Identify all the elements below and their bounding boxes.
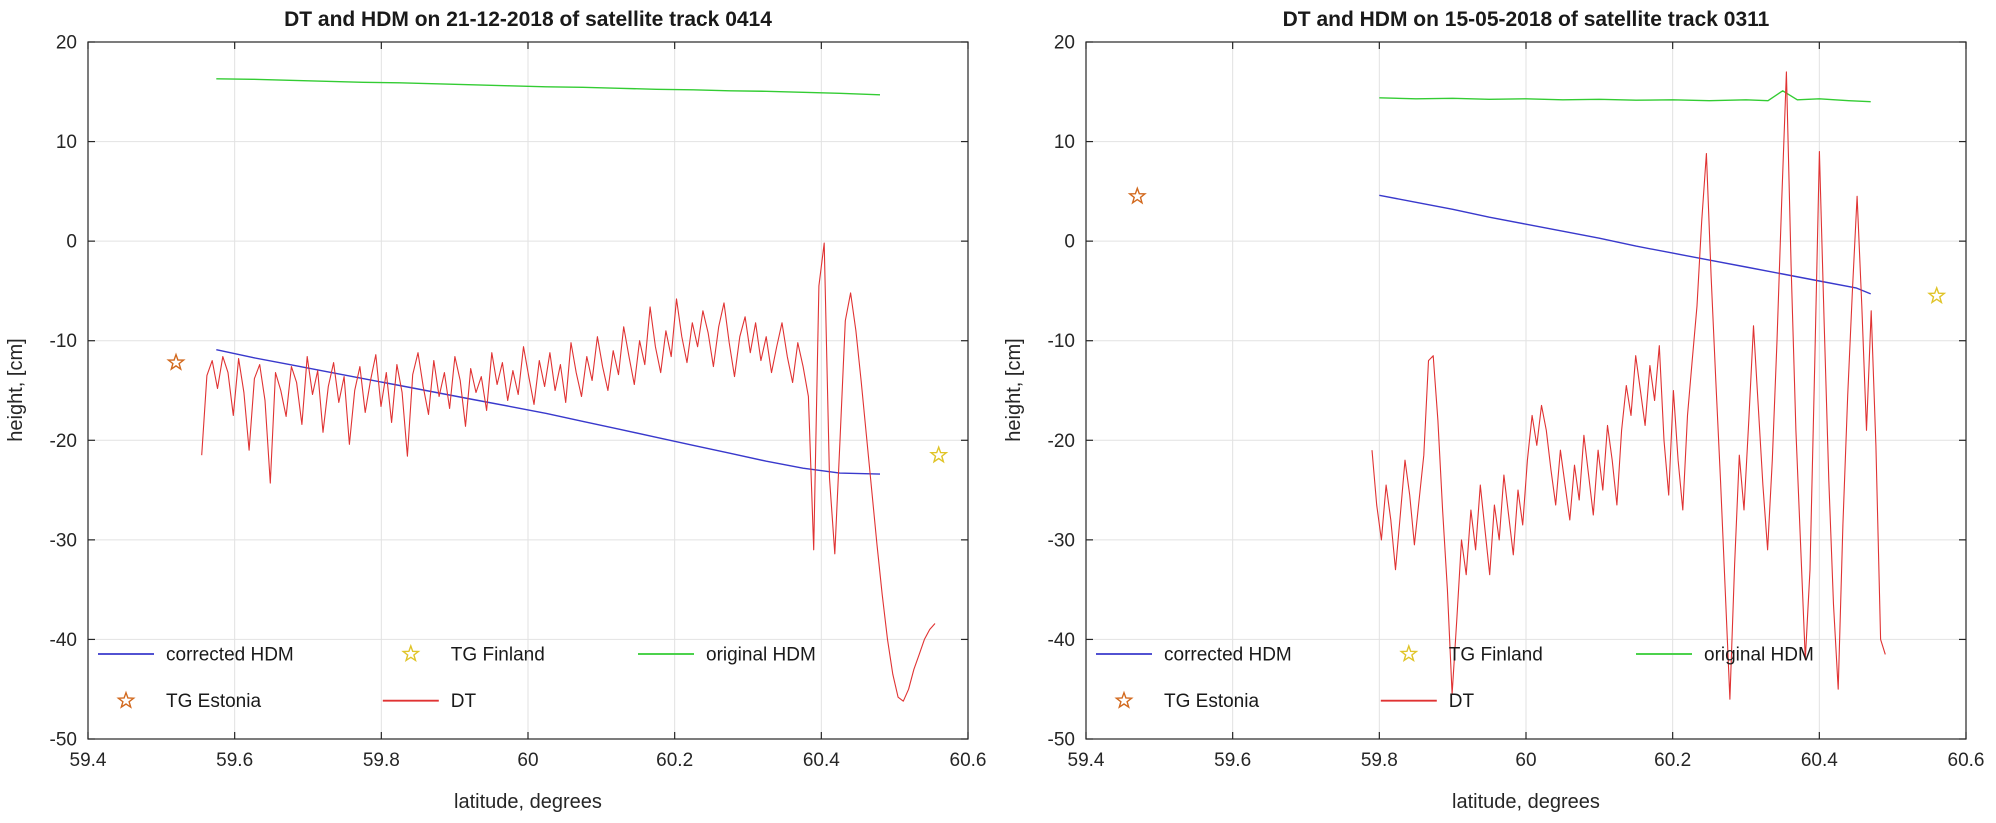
chart-left: 59.4 59.6 59.8 60 60.2 60.4 60.6 -50 -40 -30 -20 -1… (5, 8, 987, 813)
x-tick-label: 60.2 (1654, 750, 1691, 771)
x-tick-label: 60.6 (950, 750, 987, 771)
chart-panel-left: 59.4 59.6 59.8 60 60.2 60.4 60.6 -50 -40 -30 -20 -1… (5, 8, 987, 813)
y-tick-label: -10 (1048, 331, 1075, 352)
legend-label-dt: DT (451, 691, 477, 712)
x-tick-label: 59.8 (1361, 750, 1398, 771)
tg-estonia-marker (1127, 186, 1147, 205)
legend-sample-tg-estonia (1114, 690, 1134, 709)
y-tick-label: -20 (1048, 431, 1075, 452)
y-tick-label: 0 (1064, 232, 1075, 253)
y-axis-label-left: height, [cm] (5, 338, 27, 441)
x-tick-label: 60 (1515, 750, 1536, 771)
corrected-hdm-line (1379, 194, 1871, 295)
legend-label-tg-estonia: TG Estonia (166, 691, 261, 712)
dt-line (201, 242, 936, 702)
legend-label-dt: DT (1449, 691, 1475, 712)
x-tick-label: 59.8 (363, 750, 400, 771)
legend-label-tg-finland: TG Finland (451, 644, 545, 665)
y-tick-label: -30 (50, 530, 77, 551)
x-tick-label: 59.6 (216, 750, 253, 771)
x-tick-label: 59.4 (70, 750, 107, 771)
y-tick-label: 20 (56, 33, 77, 54)
x-tick-label: 60.4 (1801, 750, 1838, 771)
tg-finland-marker (1927, 285, 1947, 305)
y-tick-label: -30 (1048, 530, 1075, 551)
legend-sample-tg-estonia (116, 690, 136, 709)
legend-label-tg-finland: TG Finland (1449, 644, 1543, 665)
y-tick-label: 20 (1054, 33, 1075, 54)
chart-panel-right: 59.4 59.6 59.8 60 60.2 60.4 60.6 -50 -40 -30 -20 -1… (998, 0, 1996, 823)
original-hdm-line (1379, 90, 1871, 103)
y-axis-label-right: height, [cm] (1003, 338, 1025, 441)
y-tick-label: -20 (50, 431, 77, 452)
legend-sample-tg-finland (1399, 643, 1419, 663)
x-tick-label: 60.2 (656, 750, 693, 771)
y-tick-label: -50 (1048, 730, 1075, 751)
dt-line (1371, 71, 1886, 700)
corrected-hdm-line (216, 349, 881, 475)
legend-label-corrected-hdm: corrected HDM (1164, 644, 1292, 665)
x-tick-label: 59.6 (1214, 750, 1251, 771)
plot-area-right: 59.4 59.6 59.8 60 60.2 60.4 60.6 -50 -40 -30 -20 -1… (1048, 33, 1985, 772)
legend-label-corrected-hdm: corrected HDM (166, 644, 294, 665)
tg-estonia-marker (166, 352, 186, 371)
y-tick-label: -40 (1048, 630, 1075, 651)
y-tick-label: 10 (1054, 132, 1075, 153)
x-axis-label-right: latitude, degrees (1452, 791, 1600, 813)
x-tick-label: 60.6 (1948, 750, 1985, 771)
x-tick-label: 60 (517, 750, 538, 771)
y-tick-label: -50 (50, 730, 77, 751)
legend-sample-tg-finland (401, 643, 421, 663)
chart-title-right: DT and HDM on 15-05-2018 of satellite tr… (1283, 8, 1770, 31)
legend-label-tg-estonia: TG Estonia (1164, 691, 1259, 712)
y-tick-label: -10 (50, 331, 77, 352)
x-tick-label: 60.4 (803, 750, 840, 771)
y-tick-label: 10 (56, 132, 77, 153)
chart-title-left: DT and HDM on 21-12-2018 of satellite tr… (284, 8, 772, 31)
original-hdm-line (216, 78, 881, 96)
legend-label-original-hdm: original HDM (706, 644, 816, 665)
chart-right: 59.4 59.6 59.8 60 60.2 60.4 60.6 -50 -40 -30 -20 -1… (1003, 8, 1985, 813)
y-tick-label: -40 (50, 630, 77, 651)
y-tick-label: 0 (66, 232, 77, 253)
legend-label-original-hdm: original HDM (1704, 644, 1814, 665)
x-tick-label: 59.4 (1068, 750, 1105, 771)
x-axis-label-left: latitude, degrees (454, 791, 602, 813)
plot-area-left: 59.4 59.6 59.8 60 60.2 60.4 60.6 -50 -40 -30 -20 -1… (50, 33, 987, 772)
tg-finland-marker (929, 445, 949, 464)
